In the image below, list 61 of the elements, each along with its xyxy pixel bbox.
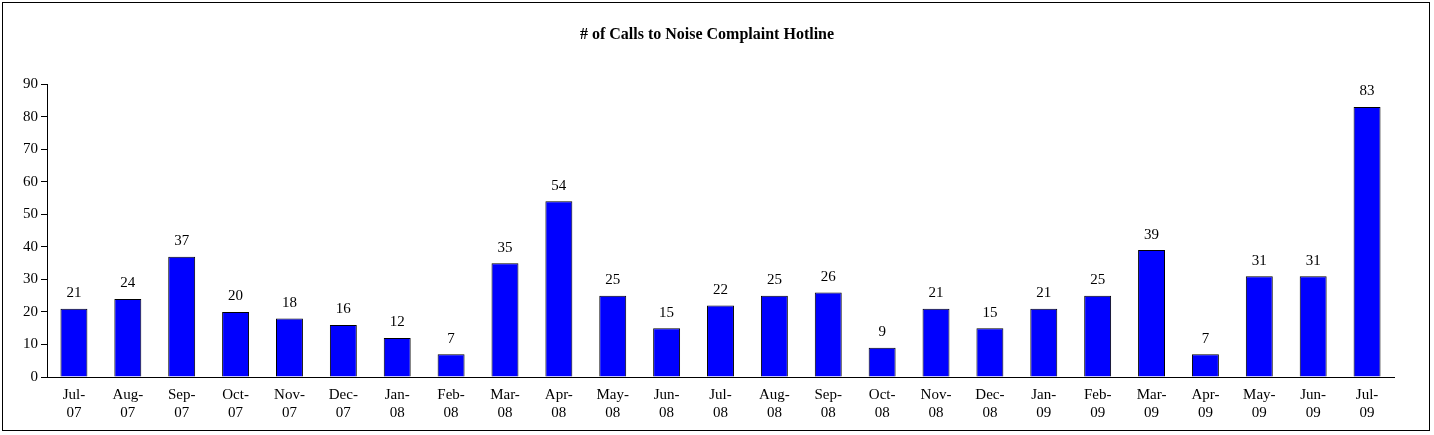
data-label: 15 xyxy=(659,303,675,320)
x-tick-label: Jun-08 xyxy=(653,385,680,420)
y-tick-label: 80 xyxy=(23,107,38,124)
chart-title: # of Calls to Noise Complaint Hotline xyxy=(579,24,835,43)
x-tick-label: Nov-08 xyxy=(920,385,952,420)
y-tick-label: 0 xyxy=(30,367,38,384)
x-tick-label: Apr-08 xyxy=(544,385,573,420)
x-tick-label: Sep-08 xyxy=(814,385,843,420)
x-tick-label: Jul-09 xyxy=(1355,385,1379,420)
data-label: 25 xyxy=(766,271,782,288)
y-tick-label: 70 xyxy=(23,140,38,157)
x-tick-label: May-09 xyxy=(1243,385,1276,420)
data-label: 83 xyxy=(1359,82,1375,99)
x-tick-label: Feb-09 xyxy=(1083,385,1112,420)
data-label: 21 xyxy=(928,284,944,301)
x-tick-label: Nov-07 xyxy=(274,385,305,420)
x-tick-label: Jan-09 xyxy=(1031,385,1057,420)
data-label: 26 xyxy=(820,267,837,284)
data-label: 25 xyxy=(1090,271,1106,288)
y-tick-label: 60 xyxy=(23,172,38,189)
data-label: 37 xyxy=(174,232,190,249)
data-label: 35 xyxy=(497,238,513,255)
data-label: 15 xyxy=(982,303,998,320)
x-tick-label: Aug-08 xyxy=(758,385,790,420)
x-tick-label: Jul-08 xyxy=(709,385,732,420)
y-tick-label: 10 xyxy=(23,335,38,352)
x-tick-label: Mar-08 xyxy=(490,385,520,420)
x-tick-label: May-08 xyxy=(596,385,629,420)
x-tick-label: Dec-08 xyxy=(975,385,1005,420)
data-label: 9 xyxy=(878,323,886,340)
x-tick-label: Jun-09 xyxy=(1300,385,1327,420)
data-label: 21 xyxy=(66,284,82,301)
x-tick-label: Mar-09 xyxy=(1136,385,1167,420)
data-label: 54 xyxy=(551,176,567,193)
data-label: 31 xyxy=(1251,251,1267,268)
x-tick-label: Jan-08 xyxy=(384,385,410,420)
y-tick-label: 20 xyxy=(23,302,38,319)
x-tick-label: Jul-07 xyxy=(62,385,86,420)
data-label: 16 xyxy=(335,300,352,317)
y-tick-label: 50 xyxy=(23,205,38,222)
data-label: 20 xyxy=(228,287,244,304)
y-tick-label: 90 xyxy=(23,75,38,92)
x-tick-label: Aug-07 xyxy=(112,385,144,420)
data-label: 25 xyxy=(605,271,621,288)
x-tick-label: Sep-07 xyxy=(167,385,196,420)
data-label: 7 xyxy=(1201,329,1210,346)
data-label: 21 xyxy=(1036,284,1052,301)
data-label: 18 xyxy=(281,293,297,310)
x-tick-label: Oct-07 xyxy=(222,385,249,420)
data-label: 31 xyxy=(1305,251,1321,268)
x-tick-label: Apr-09 xyxy=(1191,385,1220,420)
data-label: 12 xyxy=(389,313,405,330)
data-label: 7 xyxy=(447,329,456,346)
y-tick-label: 40 xyxy=(23,237,38,254)
x-tick-label: Dec-07 xyxy=(328,385,358,420)
x-tick-label: Oct-08 xyxy=(868,385,896,420)
data-label: 22 xyxy=(713,280,728,297)
data-label: 39 xyxy=(1144,225,1160,242)
y-tick-label: 30 xyxy=(23,270,38,287)
x-tick-label: Feb-08 xyxy=(437,385,465,420)
data-label: 24 xyxy=(120,274,136,291)
